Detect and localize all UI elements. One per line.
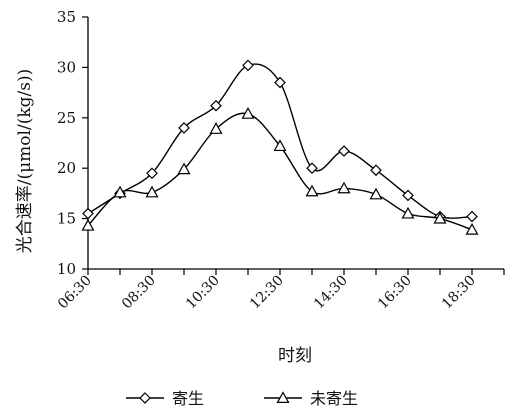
x-tick-label: 16:30	[375, 273, 415, 313]
data-point-diamond	[146, 167, 158, 180]
y-axis-label: 光合速率/(μmol/(kg/s))	[15, 69, 35, 253]
data-point-diamond	[338, 145, 350, 157]
x-tick-label: 10:30	[183, 273, 223, 313]
data-point-diamond	[242, 59, 254, 72]
data-point-triangle	[433, 211, 447, 224]
series-line	[87, 112, 473, 231]
data-point-diamond	[370, 164, 382, 177]
chart-series	[81, 59, 479, 235]
chart-axes: 10 15 20 25 30 35 06:30 08:30 10:30 12:30 14:30 16:…	[55, 8, 505, 313]
data-point-diamond	[210, 99, 222, 112]
data-point-triangle	[177, 162, 191, 175]
data-point-diamond	[466, 210, 478, 223]
y-tick-label: 35	[57, 8, 76, 26]
x-tick-label: 06:30	[55, 273, 95, 313]
data-point-triangle	[305, 184, 319, 197]
series-1	[81, 107, 479, 235]
data-point-triangle	[145, 185, 159, 198]
legend-label: 寄生	[172, 389, 204, 408]
y-tick-label: 25	[57, 109, 76, 127]
y-tick-label: 20	[57, 159, 76, 177]
x-tick-label: 08:30	[119, 273, 159, 313]
x-axis-label: 时刻	[278, 346, 312, 366]
data-point-diamond	[306, 162, 318, 175]
legend-item: 未寄生	[264, 389, 358, 408]
legend-marker-diamond	[139, 392, 151, 404]
legend-item: 寄生	[126, 389, 204, 408]
data-point-triangle	[113, 185, 127, 198]
data-point-triangle	[81, 218, 95, 231]
data-point-triangle	[401, 206, 415, 219]
y-tick-label: 30	[57, 58, 76, 76]
data-point-triangle	[369, 187, 383, 200]
legend-label: 未寄生	[310, 389, 358, 408]
chart-legend: 寄生 未寄生	[126, 389, 358, 408]
data-point-triangle	[209, 122, 223, 134]
data-point-diamond	[82, 207, 94, 220]
x-tick-label: 12:30	[247, 273, 287, 313]
legend-marker-triangle	[276, 391, 290, 403]
y-tick-label: 15	[57, 210, 76, 228]
data-point-triangle	[273, 139, 287, 152]
data-point-triangle	[465, 222, 479, 235]
data-point-diamond	[178, 122, 190, 134]
data-point-triangle	[241, 107, 255, 119]
x-tick-label: 18:30	[439, 273, 479, 313]
data-point-diamond	[402, 189, 414, 202]
data-point-diamond	[274, 76, 286, 89]
y-tick-label: 10	[57, 260, 76, 278]
x-tick-label: 14:30	[311, 273, 351, 313]
data-point-triangle	[337, 181, 351, 194]
